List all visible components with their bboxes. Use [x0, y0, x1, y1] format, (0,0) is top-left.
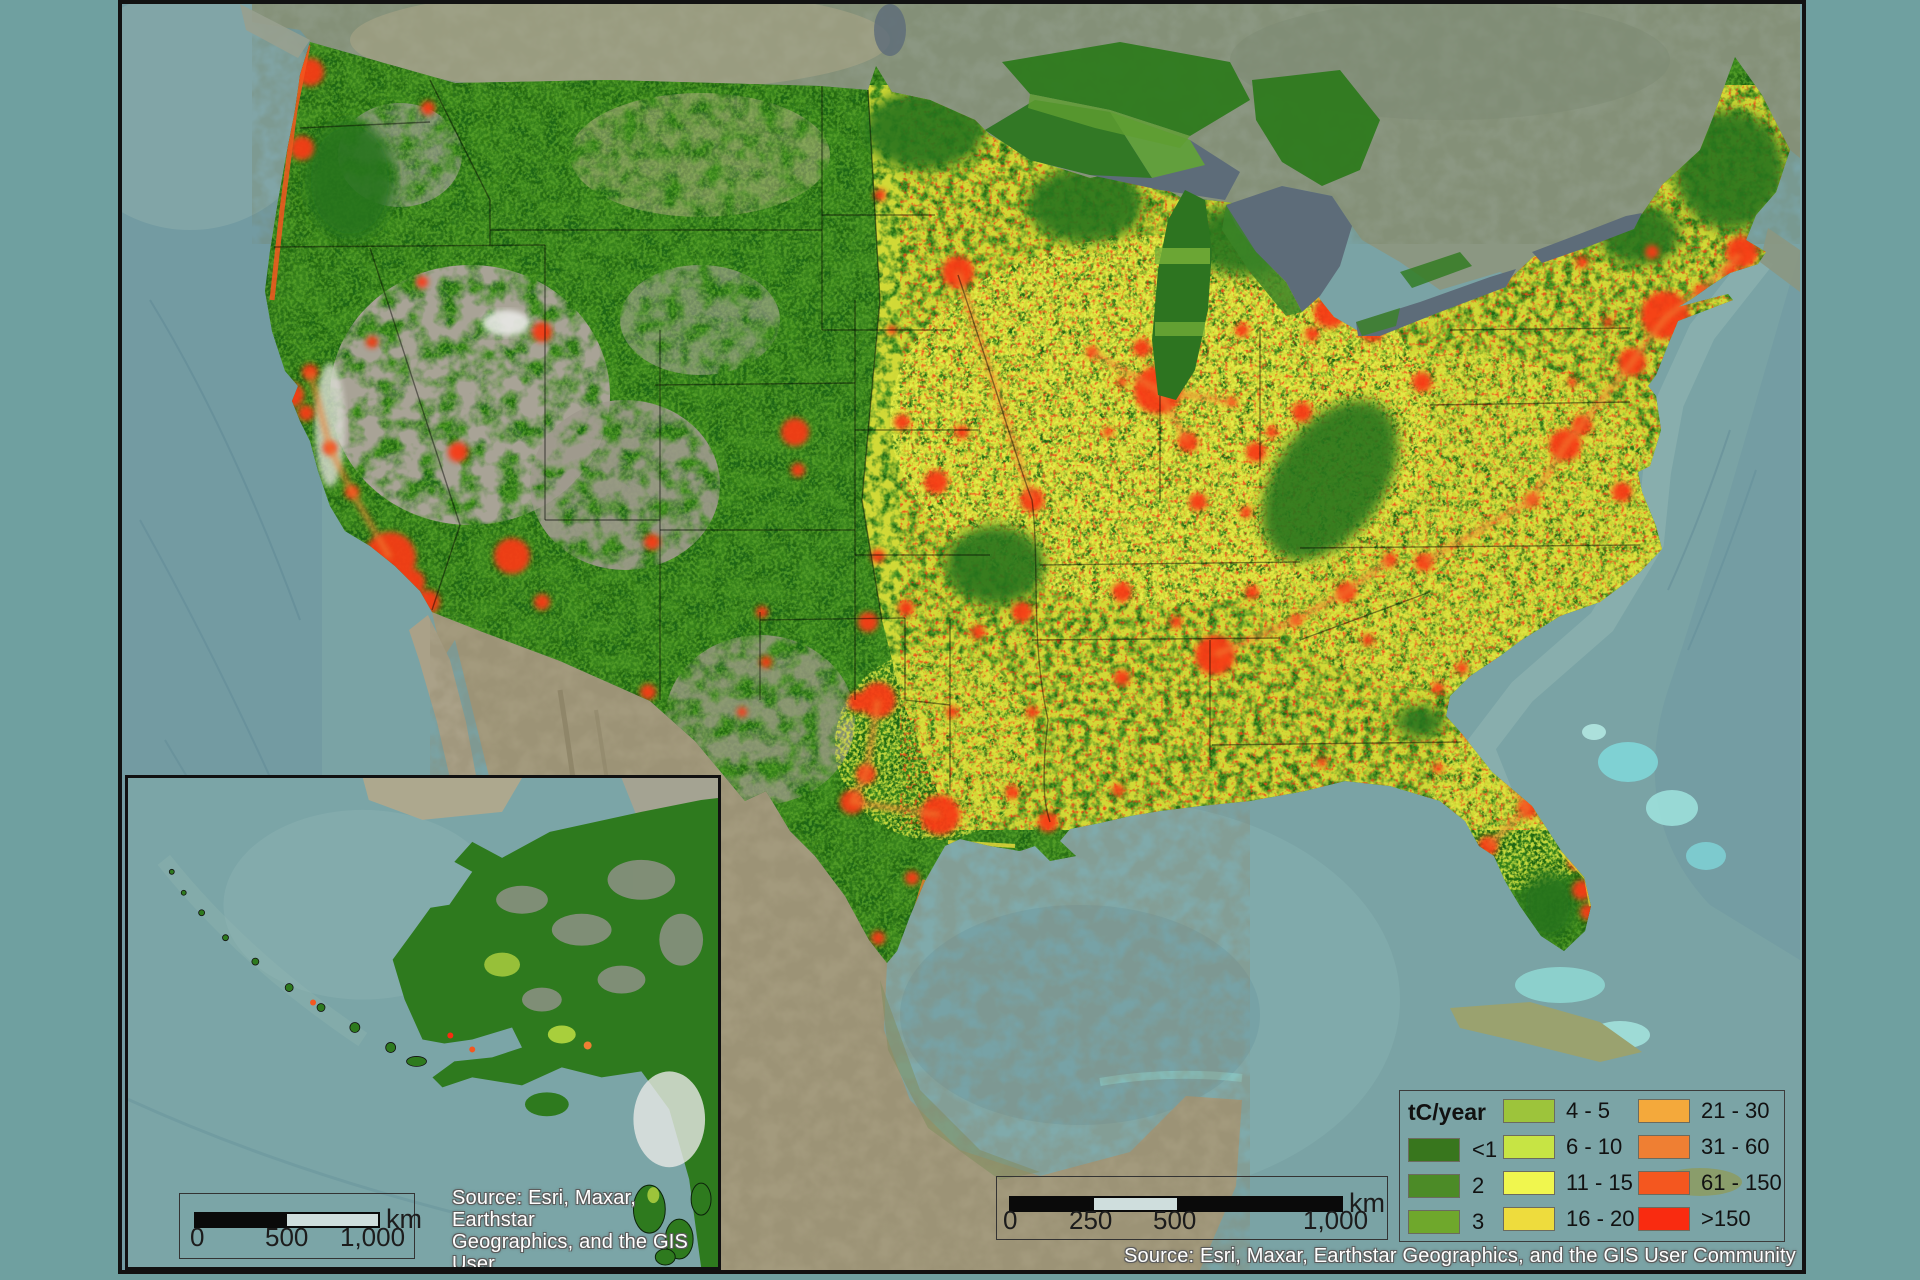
legend-item: 6 - 10: [1503, 1134, 1633, 1159]
inset-source-attribution: Source: Esri, Maxar, Earthstar Geographi…: [452, 1187, 689, 1270]
legend-item: <1: [1408, 1137, 1528, 1162]
legend-swatch: [1503, 1171, 1555, 1195]
alaska-inset: km 0 500 1,000 Source: Esri, Maxar, Eart…: [125, 775, 721, 1270]
legend: tC/year <1 2 3 4 - 5 6 - 10: [1399, 1090, 1785, 1242]
inset-tick-500: 500: [265, 1222, 309, 1252]
legend-swatch: [1503, 1207, 1555, 1231]
inset-tick-0: 0: [190, 1222, 205, 1252]
main-tick-250: 250: [1069, 1205, 1113, 1235]
main-tick-0: 0: [1003, 1205, 1018, 1235]
inset-scalebar-unit: km: [386, 1204, 422, 1234]
legend-item: 3: [1408, 1209, 1528, 1234]
main-tick-500: 500: [1153, 1205, 1197, 1235]
legend-swatch: [1638, 1171, 1690, 1195]
inset-scalebar: km 0 500 1,000: [179, 1193, 422, 1259]
main-source-attribution: Source: Esri, Maxar, Earthstar Geographi…: [1123, 1245, 1796, 1267]
legend-item: 61 - 150: [1638, 1170, 1783, 1195]
great-lakes: [985, 42, 1642, 400]
legend-item: 4 - 5: [1503, 1098, 1633, 1123]
inset-tick-1000: 1,000: [340, 1222, 406, 1252]
state-boundaries: [273, 79, 1641, 823]
legend-swatch: [1503, 1099, 1555, 1123]
main-scalebar: km 0 250 500 1,000: [996, 1176, 1388, 1240]
map-frame: km 0 500 1,000 Source: Esri, Maxar, Eart…: [118, 0, 1806, 1274]
legend-swatch: [1408, 1210, 1460, 1234]
legend-swatch: [1408, 1174, 1460, 1198]
main-scalebar-unit: km: [1349, 1188, 1385, 1218]
legend-item: 2: [1408, 1173, 1528, 1198]
alaska-inset-canvas: [128, 778, 718, 1267]
legend-item: 21 - 30: [1638, 1098, 1783, 1123]
legend-swatch: [1638, 1207, 1690, 1231]
inset-scalebar-bar: [194, 1211, 380, 1228]
aleutian-islands: [168, 868, 427, 1067]
legend-item: 11 - 15: [1503, 1170, 1633, 1195]
legend-swatch: [1503, 1135, 1555, 1159]
main-tick-1000: 1,000: [1303, 1205, 1369, 1235]
legend-item: 16 - 20: [1503, 1206, 1635, 1231]
legend-swatch: [1638, 1135, 1690, 1159]
legend-item: 31 - 60: [1638, 1134, 1783, 1159]
legend-swatch: [1638, 1099, 1690, 1123]
legend-title: tC/year: [1408, 1099, 1486, 1125]
legend-item: >150: [1638, 1206, 1783, 1231]
legend-swatch: [1408, 1138, 1460, 1162]
main-scalebar-bar: [1009, 1195, 1343, 1212]
